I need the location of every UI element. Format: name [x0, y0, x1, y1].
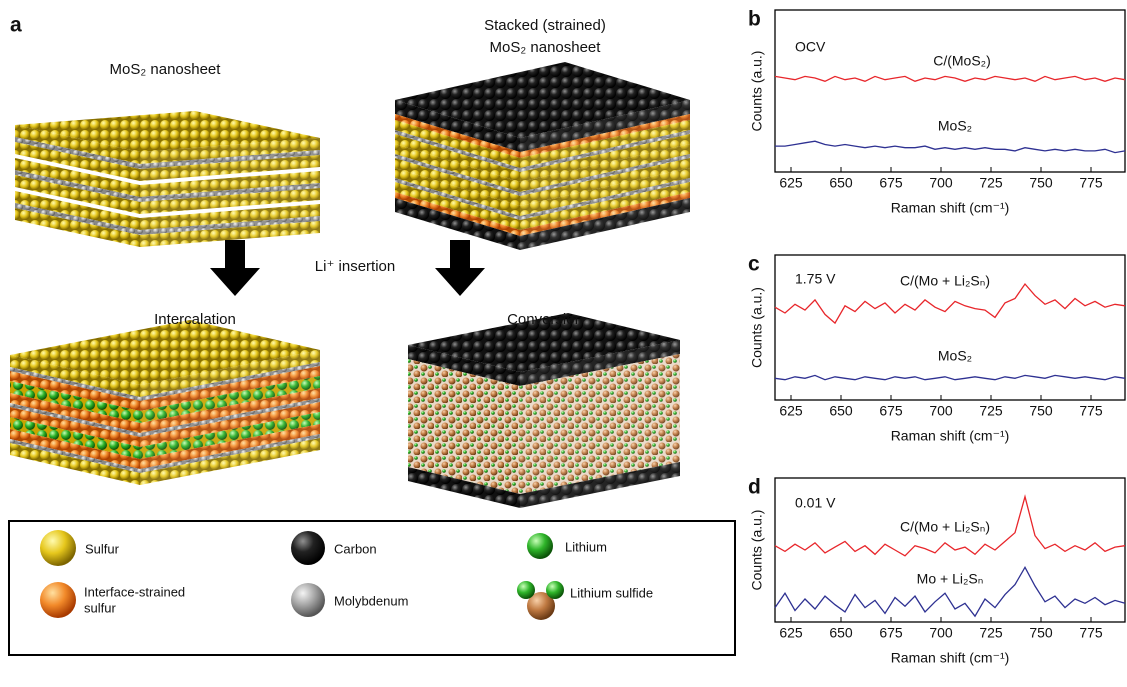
x-axis-label: Raman shift (cm⁻¹): [891, 200, 1010, 216]
x-tick-label: 675: [879, 403, 903, 419]
y-axis-label: Counts (a.u.): [749, 287, 765, 368]
illustration: [10, 62, 690, 508]
title: MoS₂ nanosheet: [110, 61, 222, 78]
x-tick-label: 625: [779, 175, 803, 191]
legend-label: sulfur: [84, 600, 116, 615]
panel-label: b: [748, 8, 761, 31]
x-tick-label: 750: [1029, 625, 1053, 641]
annotation: 0.01 V: [795, 495, 836, 511]
legend-icon: [546, 581, 564, 599]
title: MoS₂ nanosheet: [490, 39, 602, 56]
panel-label: c: [748, 253, 760, 276]
spectrum-line: [775, 284, 1125, 323]
x-tick-label: 650: [829, 625, 853, 641]
x-tick-label: 775: [1079, 625, 1103, 641]
legend-label: Interface-strained: [84, 584, 185, 599]
charts: b OCV Counts (a.u.) Raman shift (cm⁻¹) 625 65…: [748, 8, 1125, 666]
series-label: Mo + Li₂Sₙ: [917, 571, 984, 587]
x-tick-label: 675: [879, 625, 903, 641]
legend: Sulfur Interface-strained sulfur Carbon …: [9, 521, 735, 655]
arrow: [435, 240, 485, 296]
legend-icon: [291, 531, 325, 565]
x-tick-label: 650: [829, 175, 853, 191]
x-tick-label: 725: [979, 403, 1003, 419]
plot-frame: [775, 10, 1125, 172]
x-tick-label: 750: [1029, 403, 1053, 419]
legend-label: Lithium sulfide: [570, 585, 653, 600]
legend-label: Molybdenum: [334, 593, 408, 608]
x-tick-label: 700: [929, 625, 953, 641]
x-axis-label: Raman shift (cm⁻¹): [891, 428, 1010, 444]
series-label: MoS₂: [938, 118, 972, 134]
title: Conversion: [507, 311, 583, 328]
x-axis-label: Raman shift (cm⁻¹): [891, 650, 1010, 666]
x-tick-label: 725: [979, 175, 1003, 191]
legend-icon: [527, 533, 553, 559]
legend-icon: [40, 530, 76, 566]
y-axis-label: Counts (a.u.): [749, 51, 765, 132]
x-tick-label: 750: [1029, 175, 1053, 191]
x-tick-label: 700: [929, 403, 953, 419]
x-tick-label: 700: [929, 175, 953, 191]
title: Intercalation: [154, 311, 236, 328]
spectrum-line: [775, 375, 1125, 379]
legend-icon: [517, 581, 535, 599]
legend-label: Lithium: [565, 539, 607, 554]
legend-icon: [291, 583, 325, 617]
x-tick-label: 675: [879, 175, 903, 191]
arrow-label: Li⁺ insertion: [315, 258, 395, 275]
y-axis-label: Counts (a.u.): [749, 510, 765, 591]
x-tick-label: 650: [829, 403, 853, 419]
series-label: C/(MoS₂): [933, 53, 991, 69]
x-tick-label: 775: [1079, 175, 1103, 191]
figure: a MoS₂ nanosheet Stacked (strained) MoS₂…: [0, 0, 1127, 687]
legend-icon: [40, 582, 76, 618]
x-tick-label: 625: [779, 625, 803, 641]
annotation: OCV: [795, 39, 826, 55]
x-tick-label: 775: [1079, 403, 1103, 419]
page: a MoS₂ nanosheet Stacked (strained) MoS₂…: [0, 0, 1127, 687]
series-label: C/(Mo + Li₂Sₙ): [900, 273, 990, 289]
annotation: 1.75 V: [795, 271, 836, 287]
panel-label: d: [748, 476, 761, 499]
arrow: [210, 240, 260, 296]
x-tick-label: 625: [779, 403, 803, 419]
panel-label: a: [10, 14, 22, 37]
spectrum-line: [775, 76, 1125, 81]
legend-label: Carbon: [334, 541, 377, 556]
title: Stacked (strained): [484, 17, 606, 34]
series-label: MoS₂: [938, 348, 972, 364]
x-tick-label: 725: [979, 625, 1003, 641]
legend-label: Sulfur: [85, 541, 120, 556]
spectrum-line: [775, 141, 1125, 152]
series-label: C/(Mo + Li₂Sₙ): [900, 519, 990, 535]
